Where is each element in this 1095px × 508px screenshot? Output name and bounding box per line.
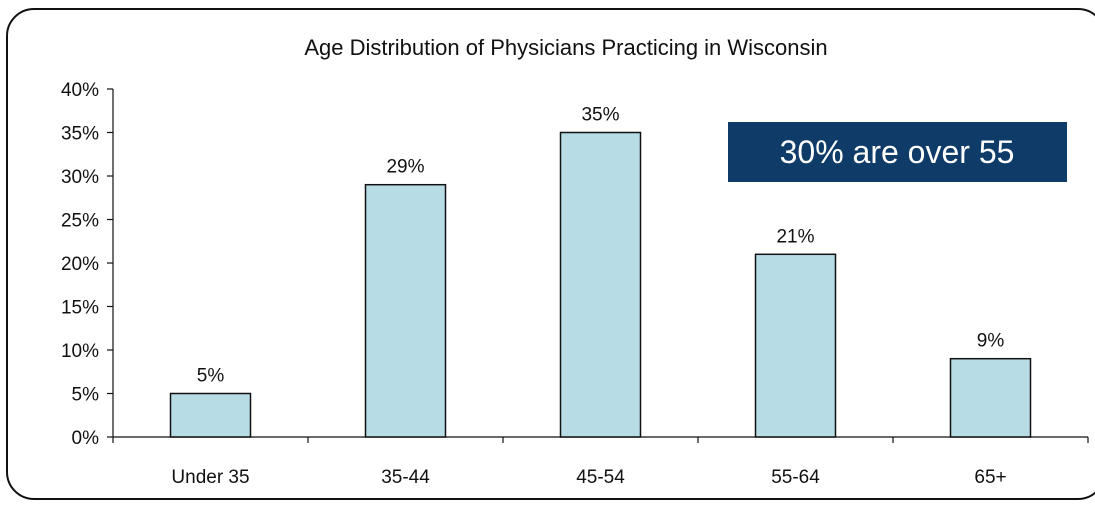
callout-box: 30% are over 55 [728,122,1067,182]
data-labels: 5% 29% 35% 21% 9% [197,105,1005,387]
data-label: 21% [776,226,814,247]
x-axis: Under 35 35-44 45-54 55-64 65+ [112,436,1089,488]
x-tick-label: 45-54 [576,467,625,488]
bar [949,357,1032,438]
y-tick-label: 5% [72,385,100,406]
data-label: 29% [386,157,424,178]
chart-title: Age Distribution of Physicians Practicin… [304,35,827,60]
x-tick-label: Under 35 [171,467,249,488]
bar [754,253,837,438]
x-tick-label: 55-64 [771,467,820,488]
bars [169,131,1032,438]
callout-background [728,122,1067,182]
chart-frame [6,8,1095,500]
callout-text: 30% are over 55 [780,134,1015,170]
y-tick-label: 40% [61,80,99,101]
y-tick-label: 10% [61,341,99,362]
y-tick-label: 0% [72,428,100,449]
y-tick-label: 15% [61,298,99,319]
y-tick-label: 20% [61,254,99,275]
data-label: 5% [197,366,225,387]
y-tick-label: 25% [61,211,99,232]
data-label: 9% [977,331,1005,352]
y-tick-label: 35% [61,124,99,145]
x-tick-label: 35-44 [381,467,430,488]
x-tick-label: 65+ [974,467,1006,488]
data-label: 35% [581,105,619,126]
y-tick-label: 30% [61,167,99,188]
bar [169,392,252,438]
bar [364,183,447,438]
y-axis: 0% 5% 10% 15% 20% 25% 30% 35% 40% [61,80,114,449]
bar [559,131,642,438]
